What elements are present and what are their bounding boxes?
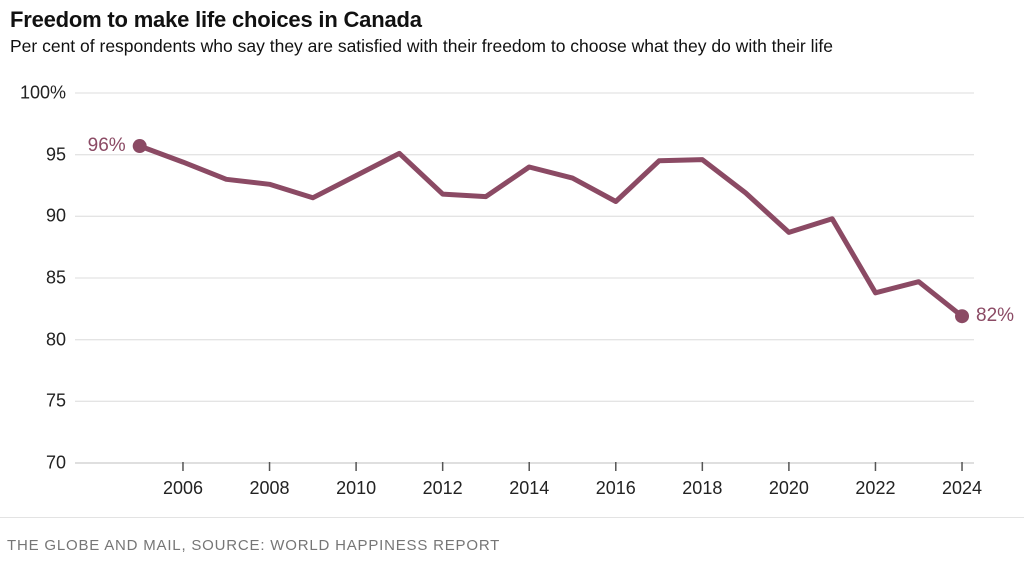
y-axis-label-85: 85 [45, 267, 66, 288]
x-axis-label-2008: 2008 [249, 478, 290, 498]
x-axis-label-2012: 2012 [422, 478, 463, 498]
y-axis-label-75: 75 [45, 390, 66, 411]
x-axis-label-2024: 2024 [941, 478, 983, 498]
source-credit: THE GLOBE AND MAIL, SOURCE: WORLD HAPPIN… [7, 537, 501, 554]
y-axis-label-90: 90 [45, 205, 66, 226]
y-axis-label-100: 100% [19, 82, 66, 103]
x-axis-label-2014: 2014 [509, 478, 550, 498]
value-label-2005: 96% [87, 135, 126, 157]
value-label-2024: 82% [976, 305, 1015, 327]
data-point-2005 [132, 139, 147, 154]
x-axis-label-2020: 2020 [768, 478, 809, 498]
x-axis-label-2010: 2010 [336, 478, 377, 498]
y-axis-label-95: 95 [45, 144, 66, 165]
x-axis-label-2018: 2018 [682, 478, 723, 498]
y-axis-label-70: 70 [45, 452, 66, 473]
chart-title: Freedom to make life choices in Canada [10, 7, 422, 32]
y-axis-label-80: 80 [45, 329, 66, 350]
trend-line [137, 143, 965, 319]
data-point-2024 [955, 309, 970, 324]
x-axis-label-2006: 2006 [162, 478, 203, 498]
x-axis-label-2016: 2016 [595, 478, 636, 498]
x-axis-label-2022: 2022 [855, 478, 896, 498]
chart-subtitle: Per cent of respondents who say they are… [10, 36, 833, 56]
footer-divider [0, 517, 1024, 518]
